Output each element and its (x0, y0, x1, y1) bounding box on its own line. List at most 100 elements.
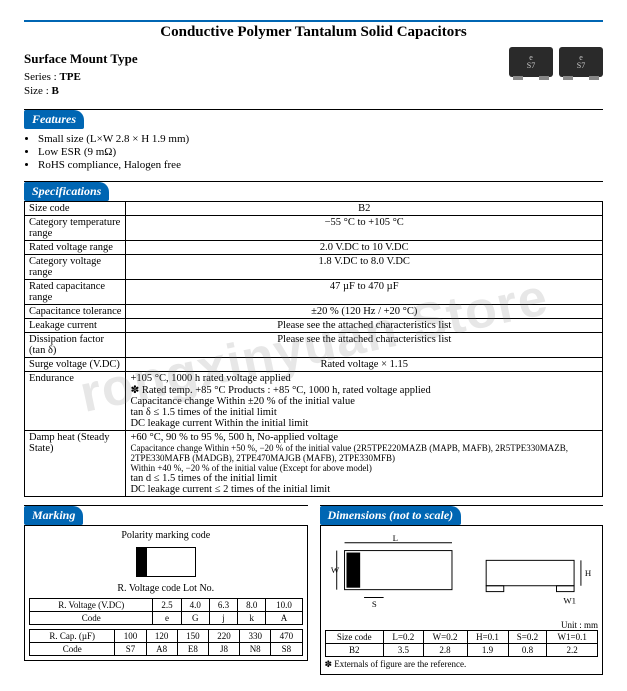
endurance-leak: DC leakage current Within the initial li… (130, 418, 598, 429)
spec-value: Rated voltage × 1.15 (126, 358, 603, 372)
ct-head: 150 (177, 630, 208, 643)
ct-code: E8 (177, 643, 208, 656)
spec-value: ±20 % (120 Hz / +20 °C) (126, 305, 603, 319)
spec-value: 2.0 V.DC to 10 V.DC (126, 241, 603, 255)
dimensions-heading: Dimensions (not to scale) (320, 506, 462, 525)
spec-label: Size code (25, 202, 126, 216)
svg-text:H: H (584, 568, 591, 578)
dim-head: W=0.2 (423, 631, 467, 644)
spec-value: Please see the attached characteristics … (126, 333, 603, 358)
doc-title: Conductive Polymer Tantalum Solid Capaci… (24, 24, 603, 41)
damp-cond: +60 °C, 90 % to 95 %, 500 h, No-applied … (130, 432, 598, 443)
endurance-cond: +105 °C, 1000 h rated voltage applied (130, 373, 598, 384)
series-value: TPE (59, 71, 80, 83)
voltage-code-label: R. Voltage code Lot No. (29, 583, 303, 594)
spec-label: Rated voltage range (25, 241, 126, 255)
ct-head: R. Cap. (µF) (30, 630, 115, 643)
damp-tan: tan d ≤ 1.5 times of the initial limit (130, 473, 598, 484)
damp-leak: DC leakage current ≤ 2 times of the init… (130, 484, 598, 495)
dim-val: 1.9 (467, 644, 508, 657)
endurance-cond: ✽ Rated temp. +85 °C Products : +85 °C, … (130, 384, 598, 396)
endurance-tan: tan δ ≤ 1.5 times of the initial limit (130, 407, 598, 418)
dim-head: Size code (325, 631, 384, 644)
dimensions-body: L W S H W1 Unit : mm Size code L=0.2 W=0… (320, 525, 604, 675)
ct-head: 120 (146, 630, 177, 643)
spec-label: Rated capacitance range (25, 280, 126, 305)
feature-item: RoHS compliance, Halogen free (38, 159, 599, 171)
ct-code: J8 (208, 643, 239, 656)
vt-code: A (266, 612, 302, 625)
spec-value: Please see the attached characteristics … (126, 319, 603, 333)
vt-code: k (238, 612, 266, 625)
dimensions-diagram: L W S H W1 (325, 530, 599, 620)
ct-code: S8 (271, 643, 302, 656)
series-label: Series : (24, 71, 57, 83)
top-rule (24, 20, 603, 22)
svg-text:L: L (392, 533, 397, 543)
doc-subtitle: Surface Mount Type (24, 51, 509, 67)
component-photo: eS7 eS7 (509, 47, 603, 77)
spec-value: B2 (126, 202, 603, 216)
feature-item: Low ESR (9 mΩ) (38, 146, 599, 158)
ct-code: S7 (115, 643, 146, 656)
endurance-cap: Capacitance change Within ±20 % of the i… (130, 396, 598, 407)
cap-code-table: R. Cap. (µF) 100 120 150 220 330 470 Cod… (29, 629, 303, 656)
endurance-label: Endurance (25, 372, 126, 431)
dim-val: 2.8 (423, 644, 467, 657)
ct-head: 100 (115, 630, 146, 643)
vt-head: 10.0 (266, 599, 302, 612)
ct-code: A8 (146, 643, 177, 656)
specs-heading: Specifications (24, 182, 109, 201)
dimensions-table: Size code L=0.2 W=0.2 H=0.1 S=0.2 W1=0.1… (325, 630, 599, 657)
damp-label: Damp heat (Steady State) (25, 431, 126, 497)
spec-value: −55 °C to +105 °C (126, 216, 603, 241)
endurance-cell: +105 °C, 1000 h rated voltage applied ✽ … (126, 372, 603, 431)
spec-label: Dissipation factor (tan δ) (25, 333, 126, 358)
ct-head: 470 (271, 630, 302, 643)
ct-code: Code (30, 643, 115, 656)
damp-cap: Within +40 %, −20 % of the initial value… (130, 463, 598, 473)
vt-head: R. Voltage (V.DC) (30, 599, 153, 612)
vt-head: 8.0 (238, 599, 266, 612)
ct-head: 220 (208, 630, 239, 643)
spec-label: Category temperature range (25, 216, 126, 241)
vt-head: 6.3 (209, 599, 237, 612)
features-list: Small size (L×W 2.8 × H 1.9 mm) Low ESR … (38, 133, 599, 171)
vt-code: Code (30, 612, 153, 625)
spec-value: 1.8 V.DC to 8.0 V.DC (126, 255, 603, 280)
unit-label: Unit : mm (325, 620, 599, 630)
feature-item: Small size (L×W 2.8 × H 1.9 mm) (38, 133, 599, 145)
svg-text:W: W (330, 565, 339, 575)
dim-val: 2.2 (547, 644, 598, 657)
dim-head: W1=0.1 (547, 631, 598, 644)
ct-code: N8 (240, 643, 271, 656)
specs-table: Size codeB2 Category temperature range−5… (24, 201, 603, 497)
svg-text:W1: W1 (563, 595, 576, 605)
features-heading: Features (24, 110, 84, 129)
spec-label: Capacitance tolerance (25, 305, 126, 319)
polarity-label: Polarity marking code (29, 530, 303, 541)
svg-text:S: S (371, 599, 376, 609)
ct-head: 330 (240, 630, 271, 643)
dim-head: L=0.2 (384, 631, 424, 644)
vt-head: 4.0 (181, 599, 209, 612)
spec-label: Category voltage range (25, 255, 126, 280)
damp-cell: +60 °C, 90 % to 95 %, 500 h, No-applied … (126, 431, 603, 497)
polarity-diagram (29, 547, 303, 577)
dim-val: B2 (325, 644, 384, 657)
dimensions-note: ✽ Externals of figure are the reference. (325, 659, 599, 670)
marking-heading: Marking (24, 506, 83, 525)
marking-body: Polarity marking code R. Voltage code Lo… (24, 525, 308, 661)
voltage-code-table: R. Voltage (V.DC) 2.5 4.0 6.3 8.0 10.0 C… (29, 598, 303, 625)
dim-head: H=0.1 (467, 631, 508, 644)
vt-head: 2.5 (153, 599, 181, 612)
vt-code: G (181, 612, 209, 625)
dim-val: 0.8 (508, 644, 547, 657)
spec-value: 47 µF to 470 µF (126, 280, 603, 305)
dim-val: 3.5 (384, 644, 424, 657)
spec-label: Surge voltage (V.DC) (25, 358, 126, 372)
dim-head: S=0.2 (508, 631, 547, 644)
vt-code: e (153, 612, 181, 625)
damp-cap: Capacitance change Within +50 %, −20 % o… (130, 443, 598, 463)
spec-label: Leakage current (25, 319, 126, 333)
